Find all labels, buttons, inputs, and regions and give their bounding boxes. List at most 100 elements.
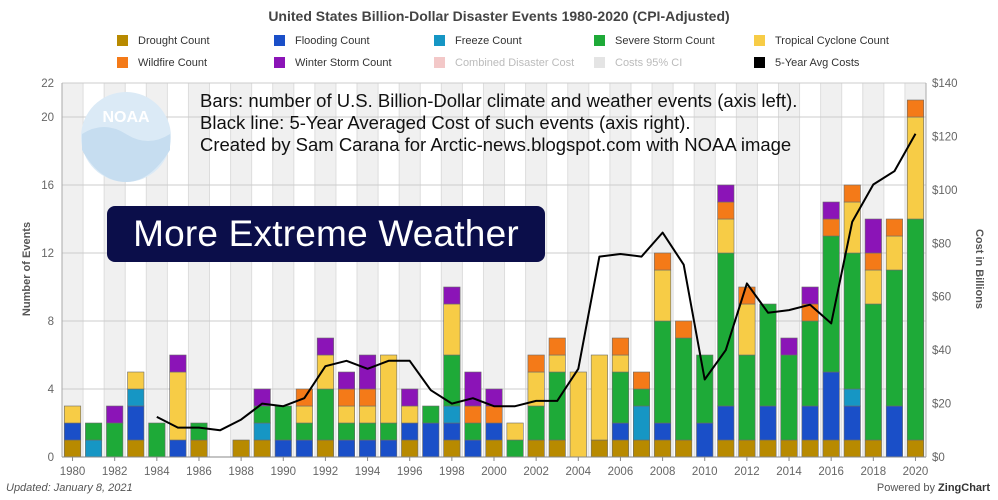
bar-freeze-count-1981[interactable] (85, 439, 103, 458)
powered-by[interactable]: Powered by ZingChart (877, 482, 990, 494)
bar-winter-storm-count-2018[interactable] (864, 218, 882, 254)
bar-flooding-count-1991[interactable] (295, 439, 313, 458)
bar-flooding-count-2019[interactable] (885, 405, 903, 458)
bar-severe-storm-count-1994[interactable] (359, 422, 377, 441)
bar-wildfire-count-2007[interactable] (632, 371, 651, 390)
bar-flooding-count-2016[interactable] (822, 371, 840, 441)
legend-item-freeze-count[interactable]: Freeze Count (434, 35, 522, 47)
bar-severe-storm-count-1999[interactable] (464, 422, 482, 441)
bar-flooding-count-1997[interactable] (422, 422, 440, 458)
bar-drought-count-2000[interactable] (485, 439, 503, 458)
bar-severe-storm-count-1992[interactable] (316, 388, 334, 441)
bar-wildfire-count-2006[interactable] (611, 337, 629, 356)
bar-flooding-count-2013[interactable] (759, 405, 777, 441)
bar-winter-storm-count-1998[interactable] (443, 286, 461, 305)
bar-severe-storm-count-2018[interactable] (864, 303, 882, 441)
bar-severe-storm-count-2017[interactable] (843, 252, 861, 390)
bar-winter-storm-count-1993[interactable] (337, 371, 356, 390)
bar-severe-storm-count-2012[interactable] (738, 354, 756, 441)
bar-flooding-count-1990[interactable] (274, 439, 292, 458)
bar-wildfire-count-2016[interactable] (822, 218, 840, 237)
bar-tropical-cyclone-count-1980[interactable] (64, 405, 82, 424)
bar-winter-storm-count-1982[interactable] (106, 405, 124, 424)
bar-drought-count-2006[interactable] (611, 439, 629, 458)
bar-severe-storm-count-1984[interactable] (148, 422, 166, 458)
bar-tropical-cyclone-count-1992[interactable] (316, 354, 334, 390)
bar-flooding-count-1996[interactable] (401, 422, 419, 441)
bar-tropical-cyclone-count-2003[interactable] (548, 354, 566, 373)
bar-tropical-cyclone-count-2019[interactable] (885, 235, 903, 271)
bar-winter-storm-count-1996[interactable] (401, 388, 419, 407)
legend-item-tropical-cyclone-count[interactable]: Tropical Cyclone Count (754, 35, 889, 47)
bar-flooding-count-2011[interactable] (717, 405, 735, 441)
legend-item-drought-count[interactable]: Drought Count (117, 35, 210, 47)
bar-tropical-cyclone-count-2005[interactable] (590, 354, 608, 441)
bar-drought-count-2005[interactable] (590, 439, 608, 458)
bar-severe-storm-count-1981[interactable] (85, 422, 103, 441)
zingchart-brand[interactable]: ZingChart (938, 482, 990, 494)
bar-wildfire-count-2020[interactable] (906, 99, 924, 118)
bar-severe-storm-count-1991[interactable] (295, 422, 313, 441)
bar-drought-count-2012[interactable] (738, 439, 756, 458)
bar-tropical-cyclone-count-1991[interactable] (295, 405, 313, 424)
bar-freeze-count-1998[interactable] (443, 405, 461, 424)
bar-tropical-cyclone-count-1985[interactable] (169, 371, 187, 441)
bar-wildfire-count-2009[interactable] (675, 320, 693, 339)
bar-drought-count-1983[interactable] (127, 439, 145, 458)
legend-item-wildfire-count[interactable]: Wildfire Count (117, 57, 207, 69)
bar-flooding-count-2000[interactable] (485, 422, 503, 441)
bar-severe-storm-count-2010[interactable] (696, 354, 714, 424)
bar-winter-storm-count-1994[interactable] (359, 354, 377, 390)
bar-tropical-cyclone-count-2001[interactable] (506, 422, 524, 441)
bar-drought-count-2017[interactable] (843, 439, 861, 458)
legend-item-costs-95-ci[interactable]: Costs 95% CI (594, 57, 682, 69)
bar-drought-count-2008[interactable] (654, 439, 672, 458)
bar-drought-count-1992[interactable] (316, 439, 334, 458)
bar-wildfire-count-2000[interactable] (485, 405, 503, 424)
bar-tropical-cyclone-count-1994[interactable] (359, 405, 377, 424)
bar-severe-storm-count-1982[interactable] (106, 422, 124, 458)
bar-severe-storm-count-2003[interactable] (548, 371, 566, 441)
bar-wildfire-count-2017[interactable] (843, 184, 861, 203)
bar-drought-count-2013[interactable] (759, 439, 777, 458)
bar-tropical-cyclone-count-2008[interactable] (654, 269, 672, 322)
bar-flooding-count-1983[interactable] (127, 405, 145, 441)
bar-tropical-cyclone-count-2012[interactable] (738, 303, 756, 356)
bar-severe-storm-count-2002[interactable] (527, 405, 545, 441)
bar-freeze-count-2017[interactable] (843, 388, 861, 407)
bar-severe-storm-count-1990[interactable] (274, 405, 292, 441)
bar-drought-count-2003[interactable] (548, 439, 566, 458)
bar-freeze-count-1983[interactable] (127, 388, 145, 407)
bar-severe-storm-count-2013[interactable] (759, 303, 777, 407)
bar-severe-storm-count-2006[interactable] (611, 371, 629, 424)
bar-flooding-count-2006[interactable] (611, 422, 629, 441)
bar-severe-storm-count-2020[interactable] (906, 218, 924, 441)
bar-tropical-cyclone-count-2004[interactable] (569, 371, 587, 458)
bar-flooding-count-2010[interactable] (696, 422, 714, 458)
bar-winter-storm-count-2015[interactable] (801, 286, 819, 305)
bar-wildfire-count-2018[interactable] (864, 252, 882, 271)
bar-flooding-count-2017[interactable] (843, 405, 861, 441)
bar-winter-storm-count-1989[interactable] (253, 388, 271, 407)
bar-drought-count-2015[interactable] (801, 439, 819, 458)
bar-flooding-count-2015[interactable] (801, 405, 819, 441)
bar-winter-storm-count-2011[interactable] (717, 184, 735, 203)
bar-tropical-cyclone-count-1995[interactable] (380, 354, 398, 424)
bar-wildfire-count-2008[interactable] (654, 252, 672, 271)
bar-tropical-cyclone-count-2006[interactable] (611, 354, 629, 373)
bar-winter-storm-count-1992[interactable] (316, 337, 334, 356)
bar-flooding-count-1985[interactable] (169, 439, 187, 458)
bar-severe-storm-count-2007[interactable] (632, 388, 651, 407)
bar-flooding-count-1993[interactable] (337, 439, 356, 458)
bar-wildfire-count-2003[interactable] (548, 337, 566, 356)
bar-wildfire-count-1999[interactable] (464, 405, 482, 424)
bar-tropical-cyclone-count-2020[interactable] (906, 116, 924, 220)
bar-drought-count-2011[interactable] (717, 439, 735, 458)
bar-tropical-cyclone-count-1983[interactable] (127, 371, 145, 390)
bar-tropical-cyclone-count-1996[interactable] (401, 405, 419, 424)
bar-winter-storm-count-2014[interactable] (780, 337, 798, 356)
bar-flooding-count-1994[interactable] (359, 439, 377, 458)
bar-drought-count-1998[interactable] (443, 439, 461, 458)
bar-flooding-count-2008[interactable] (654, 422, 672, 441)
bar-severe-storm-count-1995[interactable] (380, 422, 398, 441)
